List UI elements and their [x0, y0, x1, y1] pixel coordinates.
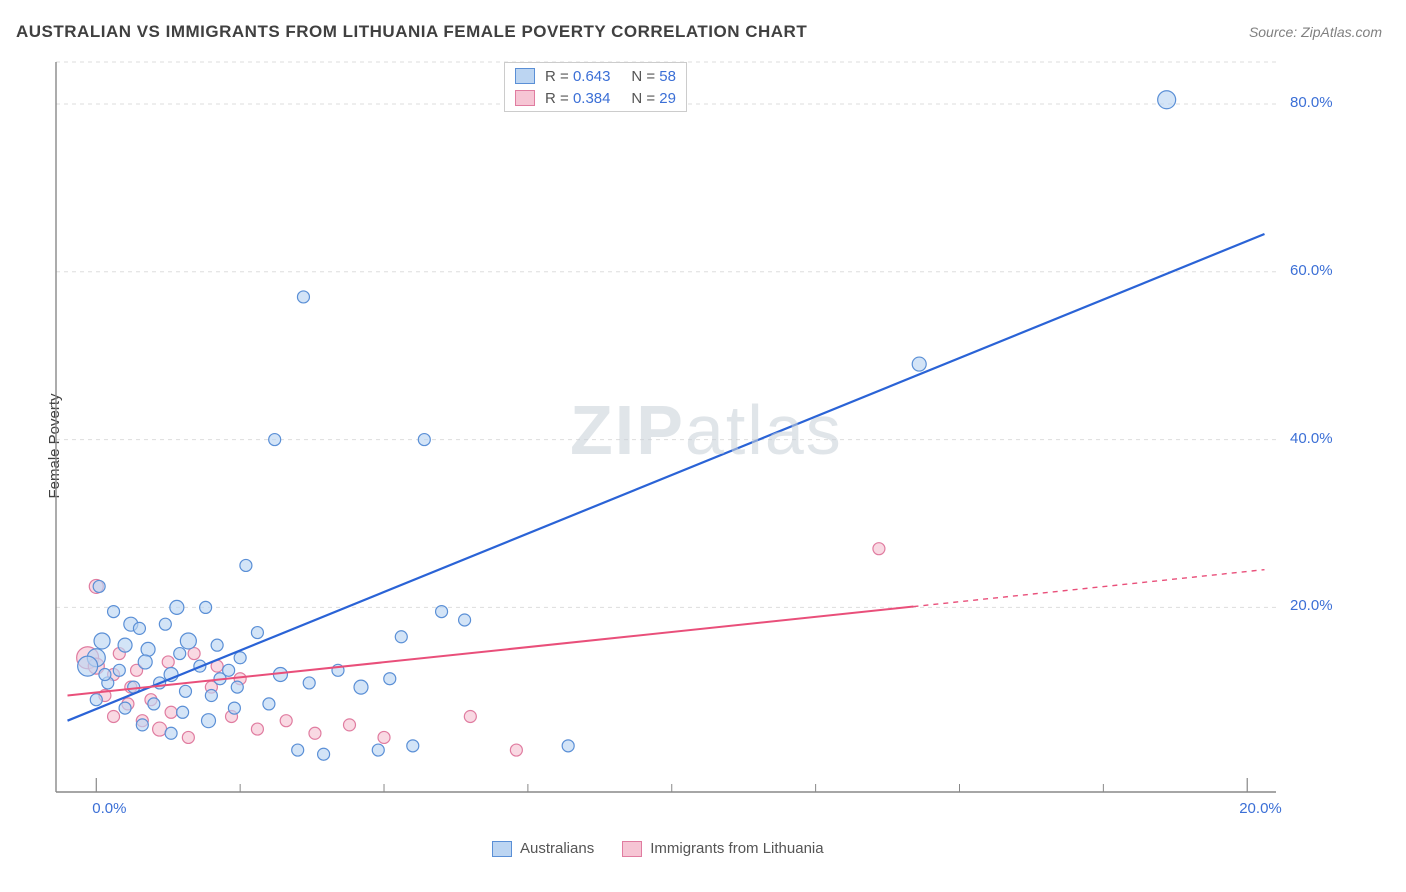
legend-swatch-icon: [515, 68, 535, 84]
legend-swatch-icon: [515, 90, 535, 106]
legend-swatch-icon: [492, 841, 512, 857]
series-legend: Australians Immigrants from Lithuania: [492, 840, 824, 857]
n-value: 29: [659, 90, 676, 107]
scatter-chart: [50, 60, 1346, 820]
r-value: 0.384: [573, 90, 611, 107]
chart-title: AUSTRALIAN VS IMMIGRANTS FROM LITHUANIA …: [16, 22, 807, 42]
legend-label: Immigrants from Lithuania: [650, 840, 823, 857]
y-tick-label: 20.0%: [1290, 597, 1333, 614]
r-value: 0.643: [573, 68, 611, 85]
source-attribution: Source: ZipAtlas.com: [1249, 24, 1382, 40]
chart-container: { "title": "AUSTRALIAN VS IMMIGRANTS FRO…: [0, 0, 1406, 892]
n-value: 58: [659, 68, 676, 85]
n-label: N =: [631, 90, 659, 107]
legend-stats: R = 0.384 N = 29: [545, 90, 676, 107]
y-tick-label: 40.0%: [1290, 430, 1333, 447]
x-tick-label: 20.0%: [1239, 800, 1282, 817]
legend-row-series-1: R = 0.384 N = 29: [505, 87, 686, 109]
legend-swatch-icon: [622, 841, 642, 857]
legend-item: Australians: [492, 840, 594, 857]
y-tick-label: 60.0%: [1290, 262, 1333, 279]
r-label: R =: [545, 90, 573, 107]
legend-label: Australians: [520, 840, 594, 857]
legend-stats: R = 0.643 N = 58: [545, 68, 676, 85]
n-label: N =: [631, 68, 659, 85]
x-tick-label: 0.0%: [92, 800, 126, 817]
legend-item: Immigrants from Lithuania: [622, 840, 823, 857]
correlation-legend: R = 0.643 N = 58 R = 0.384 N = 29: [504, 62, 687, 112]
legend-row-series-0: R = 0.643 N = 58: [505, 65, 686, 87]
r-label: R =: [545, 68, 573, 85]
y-tick-label: 80.0%: [1290, 94, 1333, 111]
